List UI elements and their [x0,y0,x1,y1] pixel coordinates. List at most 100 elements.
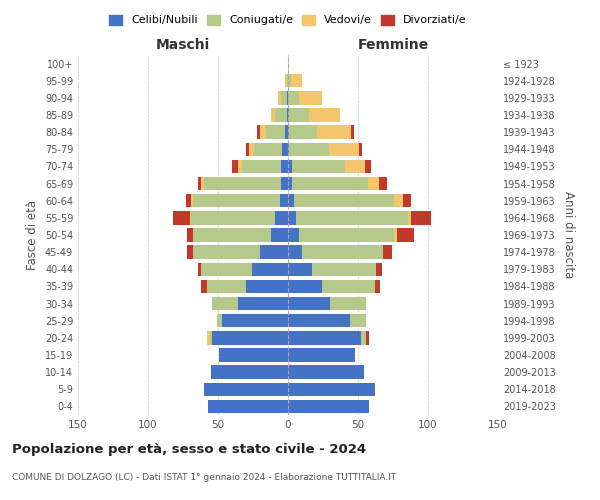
Bar [187,228,193,241]
Bar [187,246,193,259]
Text: Maschi: Maschi [156,38,210,52]
Bar [288,400,369,413]
Bar [257,126,260,139]
Bar [275,211,288,224]
Bar [242,160,281,173]
Bar [288,314,350,328]
Bar [330,297,367,310]
Bar [375,280,380,293]
Bar [289,142,329,156]
Bar [312,262,376,276]
Bar [209,331,212,344]
Bar [208,400,288,413]
Bar [204,177,281,190]
Bar [288,57,289,70]
Bar [287,74,288,88]
Bar [201,177,204,190]
Bar [193,246,260,259]
Bar [186,194,191,207]
Bar [285,74,287,88]
Bar [254,142,283,156]
Bar [260,126,266,139]
Bar [288,126,289,139]
Bar [394,194,403,207]
Bar [285,126,288,139]
Bar [220,348,288,362]
Bar [288,382,375,396]
Bar [288,297,330,310]
Bar [281,91,287,104]
Bar [191,194,193,207]
Bar [201,280,207,293]
Bar [346,160,365,173]
Text: Popolazione per età, sesso e stato civile - 2024: Popolazione per età, sesso e stato civil… [12,442,366,456]
Bar [238,297,288,310]
Bar [193,194,280,207]
Bar [296,211,409,224]
Bar [288,280,322,293]
Text: COMUNE DI DOLZAGO (LC) - Dati ISTAT 1° gennaio 2024 - Elaborazione TUTTITALIA.IT: COMUNE DI DOLZAGO (LC) - Dati ISTAT 1° g… [12,472,396,482]
Bar [249,142,254,156]
Bar [368,177,379,190]
Bar [287,108,288,122]
Bar [299,228,394,241]
Bar [288,262,312,276]
Bar [199,177,201,190]
Bar [287,91,288,104]
Bar [280,194,288,207]
Bar [299,91,322,104]
Bar [281,177,288,190]
Bar [281,160,288,173]
Bar [329,142,359,156]
Bar [278,91,281,104]
Bar [376,262,382,276]
Bar [288,366,364,379]
Bar [251,262,288,276]
Bar [292,177,368,190]
Y-axis label: Fasce di età: Fasce di età [26,200,39,270]
Bar [322,280,375,293]
Bar [351,126,354,139]
Bar [288,74,291,88]
Bar [271,108,275,122]
Bar [246,142,249,156]
Bar [379,177,388,190]
Bar [288,194,293,207]
Bar [212,331,288,344]
Bar [193,228,271,241]
Bar [289,126,317,139]
Bar [365,160,371,173]
Bar [361,331,367,344]
Bar [394,228,397,241]
Text: Femmine: Femmine [358,38,428,52]
Bar [383,246,392,259]
Bar [201,262,251,276]
Bar [266,126,285,139]
Bar [288,142,289,156]
Bar [288,211,296,224]
Bar [211,366,288,379]
Bar [232,160,238,173]
Bar [204,382,288,396]
Bar [288,108,289,122]
Bar [289,108,309,122]
Bar [409,211,411,224]
Bar [275,108,287,122]
Bar [302,246,383,259]
Bar [190,211,191,224]
Bar [207,280,246,293]
Bar [288,246,302,259]
Bar [246,280,288,293]
Bar [288,177,292,190]
Bar [238,160,242,173]
Bar [260,246,288,259]
Bar [309,108,340,122]
Bar [317,126,351,139]
Bar [271,228,288,241]
Bar [350,314,367,328]
Bar [207,331,209,344]
Bar [359,142,362,156]
Y-axis label: Anni di nascita: Anni di nascita [562,192,575,278]
Bar [191,211,275,224]
Bar [288,348,355,362]
